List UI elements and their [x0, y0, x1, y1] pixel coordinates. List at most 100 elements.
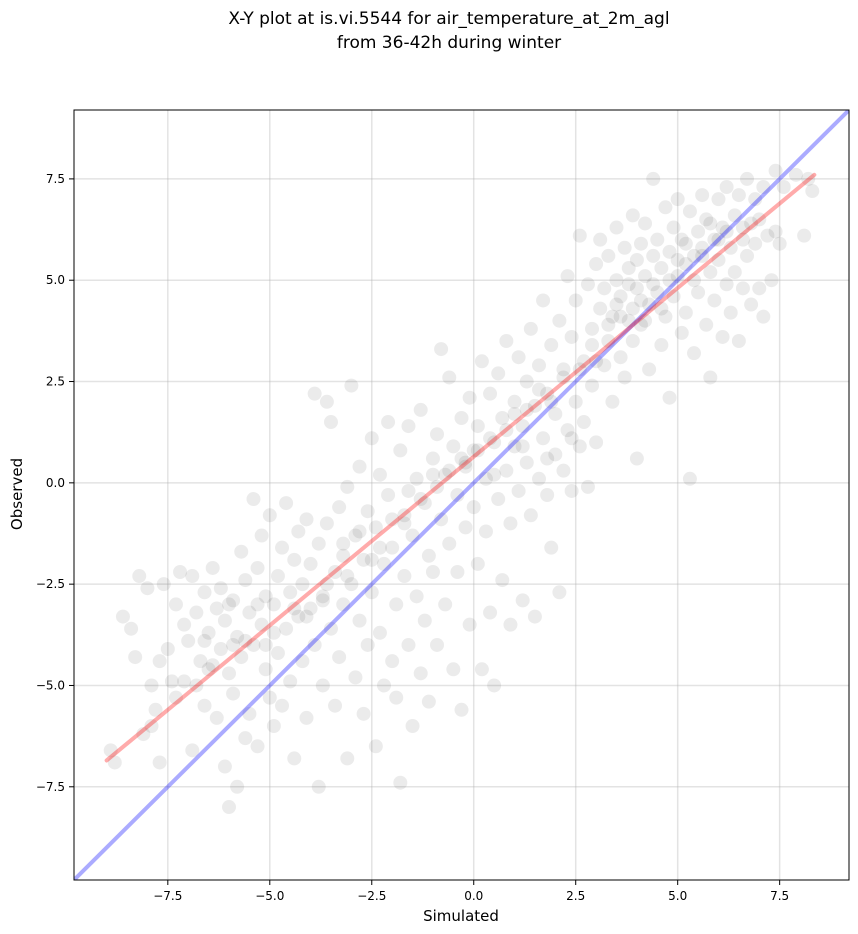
scatter-point-6 — [136, 727, 151, 742]
y-axis-ticks: −7.5 −5.0 −2.5 0.0 2.5 5.0 7.5 — [36, 172, 74, 794]
scatter-point-331 — [735, 220, 750, 235]
scatter-point-72 — [291, 609, 306, 624]
scatter-point-295 — [744, 297, 759, 312]
scatter-point-114 — [377, 678, 391, 693]
scatter-point-88 — [323, 621, 338, 636]
scatter-point-266 — [687, 273, 701, 288]
scatter-point-77 — [299, 512, 314, 527]
scatter-point-312 — [205, 658, 220, 673]
scatter-point-243 — [638, 216, 653, 231]
scatter-point-139 — [425, 565, 440, 579]
scatter-point-258 — [670, 269, 685, 284]
scatter-point-182 — [515, 419, 530, 434]
scatter-point-89 — [323, 415, 338, 430]
scatter-point-173 — [495, 573, 510, 588]
scatter-point-316 — [340, 569, 355, 584]
scatter-point-95 — [336, 597, 351, 612]
scatter-point-222 — [597, 358, 612, 373]
scatter-point-167 — [483, 605, 498, 620]
scatter-point-259 — [670, 192, 685, 207]
scatter-point-148 — [446, 439, 461, 454]
scatter-point-171 — [491, 366, 506, 381]
scatter-point-265 — [682, 471, 697, 486]
scatter-point-52 — [250, 560, 265, 575]
scatter-point-179 — [507, 439, 522, 454]
scatter-point-19 — [177, 617, 192, 632]
scatter-point-292 — [740, 171, 755, 186]
scatter-point-4 — [128, 650, 143, 665]
scatter-point-290 — [735, 232, 750, 247]
scatter-point-20 — [177, 674, 192, 689]
scatter-point-246 — [646, 248, 661, 263]
scatter-point-112 — [372, 467, 387, 482]
scatter-point-42 — [230, 629, 245, 644]
scatter-point-307 — [776, 180, 791, 194]
scatter-point-5 — [132, 569, 147, 584]
scatter-point-357 — [401, 483, 416, 498]
x-tick-label-5: 5.0 — [668, 889, 687, 903]
scatter-point-223 — [597, 281, 612, 296]
scatter-point-365 — [609, 297, 624, 312]
scatter-point-200 — [552, 313, 567, 328]
scatter-point-45 — [234, 544, 249, 559]
scatter-point-90 — [328, 565, 343, 579]
scatter-point-352 — [222, 597, 236, 612]
scatter-point-143 — [434, 342, 449, 357]
scatter-point-368 — [678, 236, 693, 251]
scatter-point-46 — [238, 731, 253, 746]
scatter-point-1 — [107, 755, 122, 770]
scatter-point-193 — [536, 293, 551, 308]
scatter-point-345 — [572, 362, 587, 377]
scatter-point-60 — [266, 597, 281, 612]
scatter-point-107 — [360, 637, 375, 652]
scatter-point-55 — [254, 528, 269, 543]
scatter-point-184 — [519, 374, 534, 389]
scatter-point-109 — [364, 585, 379, 600]
scatter-point-115 — [377, 556, 391, 571]
scatter-point-356 — [364, 552, 379, 567]
scatter-point-313 — [238, 633, 253, 648]
scatter-point-63 — [270, 646, 285, 661]
scatter-point-330 — [711, 232, 726, 247]
scatter-point-334 — [250, 597, 265, 612]
scatter-point-336 — [319, 577, 334, 592]
scatter-point-321 — [483, 431, 498, 446]
scatter-point-250 — [654, 338, 669, 353]
scatter-point-284 — [723, 240, 738, 255]
scatter-point-361 — [515, 439, 530, 454]
scatter-point-25 — [189, 678, 204, 693]
scatter-point-185 — [519, 455, 534, 470]
scatter-point-104 — [356, 706, 371, 721]
scatter-point-252 — [658, 200, 673, 215]
scatter-point-172 — [495, 411, 510, 425]
scatter-point-57 — [258, 589, 273, 604]
scatter-point-31 — [205, 560, 220, 575]
scatter-point-198 — [548, 447, 563, 462]
scatter-point-298 — [752, 281, 767, 296]
scatter-point-276 — [707, 232, 722, 247]
scatter-point-49 — [242, 706, 257, 721]
scatter-point-215 — [580, 479, 595, 494]
scatter-point-271 — [695, 248, 710, 263]
scatter-point-144 — [438, 467, 453, 482]
scatter-point-7 — [140, 581, 155, 596]
scatter-point-130 — [409, 471, 424, 486]
scatter-point-120 — [389, 597, 404, 612]
scatter-point-204 — [560, 423, 575, 438]
scatter-point-156 — [462, 390, 477, 405]
scatter-point-366 — [638, 313, 653, 328]
scatter-point-15 — [164, 674, 179, 689]
scatter-point-371 — [621, 277, 636, 292]
scatter-point-85 — [315, 678, 330, 693]
scatter-point-56 — [258, 662, 273, 677]
scatter-point-236 — [625, 208, 640, 223]
scatter-point-13 — [156, 577, 171, 592]
plot-frame — [73, 109, 850, 881]
scatter-point-318 — [397, 516, 412, 531]
scatter-point-73 — [291, 524, 306, 539]
scatter-point-101 — [348, 528, 363, 543]
y-tick-label-2: −2.5 — [36, 577, 65, 591]
scatter-point-142 — [434, 512, 449, 527]
scatter-point-347 — [625, 301, 640, 316]
